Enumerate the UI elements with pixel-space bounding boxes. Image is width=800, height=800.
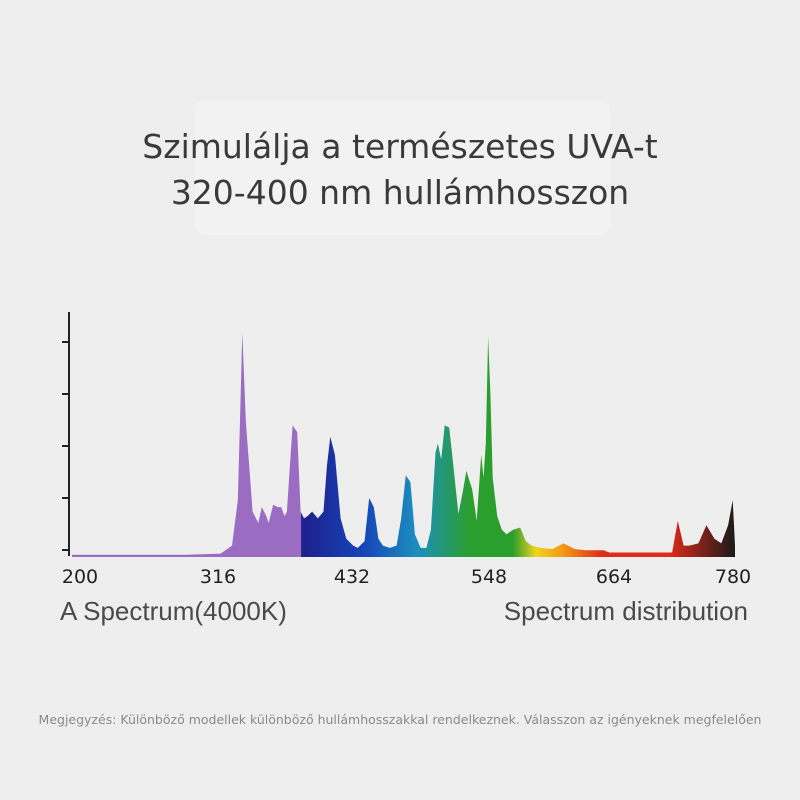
page-title: Szimulálja a természetes UVA-t 320-400 n… [0,124,800,216]
spectrum-series-area [72,332,735,557]
caption-spectrum-type: A Spectrum(4000K) [60,596,287,626]
title-line-1: Szimulálja a természetes UVA-t [142,127,658,166]
caption-spectrum-distribution: Spectrum distribution [503,596,748,626]
x-tick-label: 316 [200,566,236,588]
title-line-2: 320-400 nm hullámhosszon [170,173,630,212]
x-tick-label: 200 [62,566,98,588]
x-tick-label: 432 [334,566,370,588]
footnote: Megjegyzés: Különböző modellek különböző… [38,712,762,727]
title-panel [195,100,610,235]
x-tick-label: 548 [471,566,507,588]
y-axis-ticks [62,341,69,551]
x-tick-label: 780 [715,566,751,588]
x-axis-tick-labels: 200 316 432 548 664 780 [62,566,751,588]
x-tick-label: 664 [596,566,632,588]
